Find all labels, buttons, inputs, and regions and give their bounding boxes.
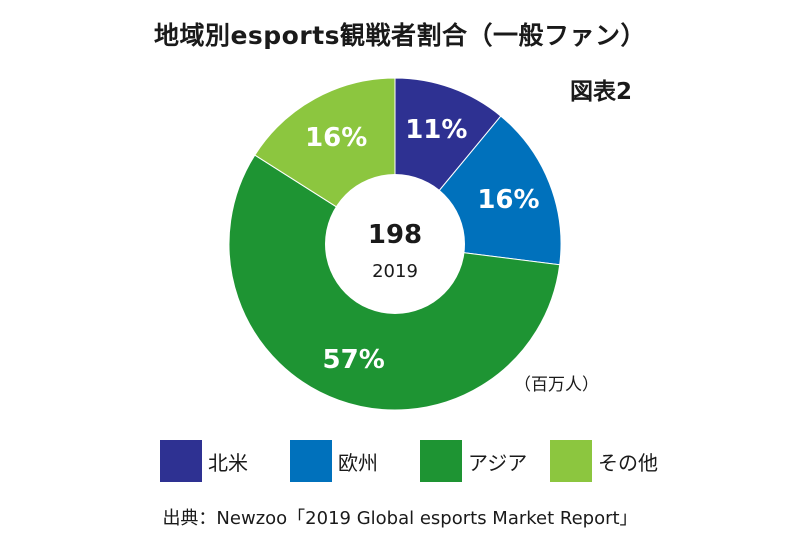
legend-item-asia: アジア <box>420 440 550 482</box>
legend-label-europe: 欧州 <box>338 450 378 475</box>
donut-hole <box>325 174 465 314</box>
figure-number: 図表2 <box>569 79 632 105</box>
legend-swatch-north-america <box>160 440 202 482</box>
unit-label: （百万人） <box>514 375 599 395</box>
legend-label-north-america: 北米 <box>208 450 248 475</box>
slice-label-north-america: 11% <box>405 115 467 145</box>
legend-label-other: その他 <box>598 450 658 475</box>
legend: 北米 欧州 アジア その他 <box>160 440 680 482</box>
source-note: 出典：Newzoo「2019 Global esports Market Rep… <box>162 508 638 529</box>
slice-labels: 11% 16% 57% 16% <box>305 115 539 375</box>
legend-item-other: その他 <box>550 440 680 482</box>
legend-item-europe: 欧州 <box>290 440 420 482</box>
legend-item-north-america: 北米 <box>160 440 290 482</box>
legend-swatch-other <box>550 440 592 482</box>
center-total: 198 <box>368 220 422 250</box>
slice-label-europe: 16% <box>477 185 539 215</box>
slice-label-other: 16% <box>305 123 367 153</box>
legend-swatch-europe <box>290 440 332 482</box>
legend-label-asia: アジア <box>468 450 528 475</box>
legend-swatch-asia <box>420 440 462 482</box>
slice-label-asia: 57% <box>323 345 385 375</box>
chart-title: 地域別esports観戦者割合（一般ファン） <box>153 21 647 50</box>
center-year: 2019 <box>372 261 418 282</box>
